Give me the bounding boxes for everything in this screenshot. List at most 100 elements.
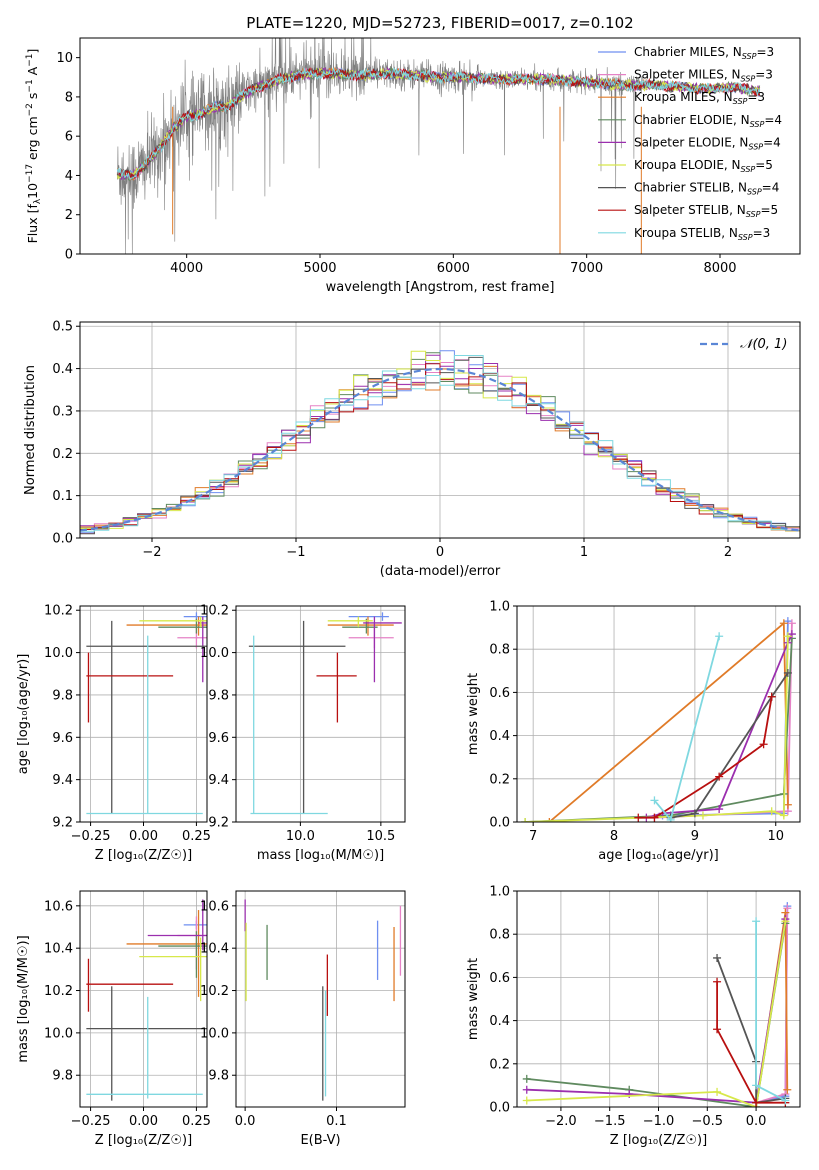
x-tick-label: 2 [724, 545, 732, 560]
y-tick-label: 0.6 [489, 971, 510, 986]
legend-entry: Salpeter STELIB, NSSP=5 [634, 203, 778, 219]
y-axis-label: mass weight [466, 958, 481, 1040]
histogram-kroupa_stelib [80, 355, 800, 538]
weight-line-salpeter_elodie [646, 633, 793, 819]
axes-frame [516, 890, 801, 1108]
panel-1: 4000 5000 6000 7000 8000 0 2 4 6 8 10 wavelength [A… [25, 14, 801, 295]
x-tick-label: −0.25 [71, 829, 111, 844]
x-tick-label: −0.5 [692, 1114, 724, 1129]
y-tick-label: 0.8 [489, 643, 510, 658]
y-tick-label: 10.0 [200, 646, 229, 661]
y-axis-label: mass weight [466, 673, 481, 755]
y-tick-label: 0.0 [489, 1101, 510, 1116]
weight-line-salpeter_elodie [526, 918, 787, 1104]
x-tick-label: 8000 [703, 261, 736, 276]
y-tick-label: 0.4 [489, 729, 510, 744]
y-tick-label: 0.6 [489, 686, 510, 701]
weight-marker-salpeter_miles [783, 904, 792, 913]
y-tick-label: 10.0 [44, 646, 73, 661]
observed-spectrum [117, 38, 643, 254]
weight-line-chabrier_miles [662, 621, 789, 817]
y-tick-label: 10.4 [200, 942, 229, 957]
weight-marker-kroupa_stelib [752, 917, 761, 926]
weight-marker-kroupa_miles [779, 619, 788, 628]
weight-marker-kroupa_elodie [522, 1096, 531, 1105]
y-tick-label: 9.8 [208, 1069, 229, 1084]
x-tick-label: 0.25 [182, 1114, 211, 1129]
x-axis-label: Z [log₁₀(Z/Z☉)] [610, 1133, 707, 1148]
weight-marker-kroupa_elodie [767, 807, 776, 816]
x-tick-label: −0.25 [71, 1114, 111, 1129]
y-tick-label: 0.2 [489, 1057, 510, 1072]
weight-marker-salpeter_miles [787, 619, 796, 628]
x-tick-label: −2 [142, 545, 161, 560]
x-axis-label: (data-model)/error [380, 564, 501, 579]
weight-line-salpeter_miles [654, 623, 793, 819]
y-tick-label: 0.5 [52, 320, 73, 335]
y-tick-label: 10.4 [44, 942, 73, 957]
panel-3: −0.25 0.00 0.25 9.2 9.4 9.6 9.8 10.0 10.2 Z [log₁… [16, 604, 211, 863]
plot-area [80, 606, 207, 822]
plot-area [236, 891, 405, 1107]
y-tick-label: 10 [56, 51, 73, 66]
y-tick-label: 0.0 [489, 816, 510, 831]
weight-marker-salpeter_stelib [713, 1025, 722, 1034]
y-tick-label: 0.2 [52, 447, 73, 462]
weight-marker-kroupa_miles [783, 800, 792, 809]
y-tick-label: 10.0 [44, 1026, 73, 1041]
weight-marker-salpeter_stelib [752, 1098, 761, 1107]
weight-marker-chabrier_stelib [713, 953, 722, 962]
weight-marker-salpeter_stelib [715, 772, 724, 781]
weight-marker-kroupa_stelib [650, 796, 659, 805]
x-tick-label: 6000 [437, 261, 470, 276]
y-tick-label: 0.8 [489, 928, 510, 943]
y-tick-label: 9.2 [208, 816, 229, 831]
weight-line-kroupa_elodie [526, 921, 787, 1107]
x-tick-label: −1.5 [594, 1114, 626, 1129]
y-tick-label: 0 [65, 248, 73, 263]
gaussian-curve [80, 367, 800, 532]
plot-area [236, 606, 405, 822]
legend-entry: Kroupa ELODIE, NSSP=5 [634, 158, 773, 174]
weight-marker-chabrier_miles [783, 617, 792, 626]
histogram-salpeter_stelib [80, 363, 800, 538]
weight-line-chabrier_stelib [670, 672, 789, 819]
y-tick-label: 9.6 [52, 731, 73, 746]
legend-entry: 𝒩(0, 1) [740, 337, 787, 352]
axes-frame [79, 321, 801, 539]
axes-frame [235, 605, 406, 823]
weight-marker-kroupa_elodie [698, 811, 707, 820]
x-tick-label: 0.25 [182, 829, 211, 844]
x-tick-label: 10 [767, 829, 784, 844]
weight-marker-kroupa_elodie [713, 1087, 722, 1096]
x-tick-label: 0.00 [129, 829, 158, 844]
y-tick-label: 4 [65, 169, 73, 184]
model-spectrum-kroupa_stelib [116, 67, 761, 181]
x-tick-label: 4000 [170, 261, 203, 276]
legend: 𝒩(0, 1) [700, 337, 787, 352]
y-tick-label: 9.2 [52, 816, 73, 831]
x-axis-label: Z [log₁₀(Z/Z☉)] [95, 848, 192, 863]
x-axis-label: wavelength [Angstrom, rest frame] [326, 280, 555, 295]
panel-2: −2 −1 0 1 2 0.0 0.1 0.2 0.3 0.4 0.5 (data-model)/er… [23, 320, 801, 579]
weight-line-kroupa_elodie [525, 636, 789, 822]
x-axis-label: Z [log₁₀(Z/Z☉)] [95, 1133, 192, 1148]
panel-6: −0.25 0.00 0.25 9.8 10.0 10.2 10.4 10.6 Z [log₁₀… [16, 890, 211, 1148]
y-tick-label: 9.8 [52, 1069, 73, 1084]
y-axis-label: Flux [fλ10−17 erg cm−2 s−1 A−1] [25, 49, 43, 244]
panel-7: 0.0 0.1 9.8 10.0 10.2 10.4 10.6 E(B-V) [200, 890, 406, 1148]
y-tick-label: 1.0 [489, 885, 510, 900]
y-tick-label: 10.0 [200, 1026, 229, 1041]
weight-marker-chabrier_stelib [783, 668, 792, 677]
plot-area [80, 891, 207, 1107]
legend-entry: Chabrier MILES, NSSP=3 [634, 45, 774, 61]
legend-entry: Kroupa STELIB, NSSP=3 [634, 226, 770, 242]
y-tick-label: 9.8 [208, 688, 229, 703]
weight-marker-salpeter_stelib [759, 740, 768, 749]
legend-entry: Chabrier STELIB, NSSP=4 [634, 181, 779, 197]
weight-marker-chabrier_elodie [522, 1074, 531, 1083]
axes-frame [516, 605, 801, 823]
plot-area [80, 322, 800, 538]
y-tick-label: 9.4 [208, 773, 229, 788]
x-tick-label: 0.1 [326, 1114, 347, 1129]
